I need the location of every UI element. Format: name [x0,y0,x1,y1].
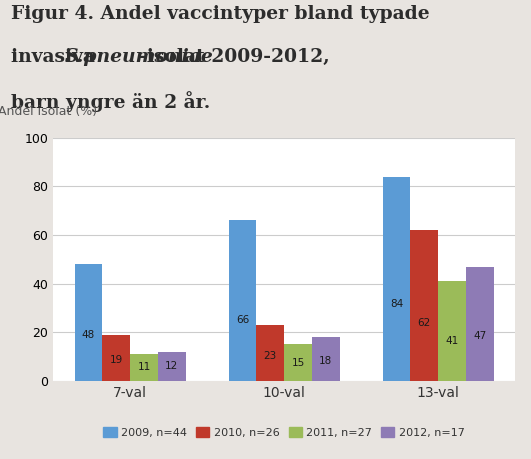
Text: 11: 11 [138,362,151,372]
Text: barn yngre än 2 år.: barn yngre än 2 år. [11,91,210,112]
Text: 84: 84 [390,299,403,309]
Text: 23: 23 [263,352,277,361]
Text: 62: 62 [417,318,431,328]
Text: 19: 19 [109,355,123,365]
Text: 12: 12 [165,361,178,371]
Text: 18: 18 [319,356,332,366]
Bar [229,220,256,381]
Bar [75,264,102,381]
Bar [158,352,185,381]
Text: S.pneumoniae: S.pneumoniae [65,48,214,66]
Text: 41: 41 [446,336,459,346]
Bar [438,281,466,381]
Text: Figur 4. Andel vaccintyper bland typade: Figur 4. Andel vaccintyper bland typade [11,5,429,22]
Legend: 2009, n=44, 2010, n=26, 2011, n=27, 2012, n=17: 2009, n=44, 2010, n=26, 2011, n=27, 2012… [99,423,469,442]
Text: invasiva: invasiva [11,48,101,66]
Bar [130,354,158,381]
Text: 48: 48 [82,330,95,340]
Bar [410,230,438,381]
Bar [312,337,339,381]
Bar [466,267,493,381]
Bar [102,335,130,381]
Text: 47: 47 [473,331,486,341]
Text: -isolat 2009-2012,: -isolat 2009-2012, [139,48,330,66]
Bar [256,325,284,381]
Bar [284,344,312,381]
Text: 15: 15 [292,358,305,368]
Text: 66: 66 [236,315,249,325]
Text: Andel isolat (%): Andel isolat (%) [0,105,97,118]
Bar [383,177,410,381]
